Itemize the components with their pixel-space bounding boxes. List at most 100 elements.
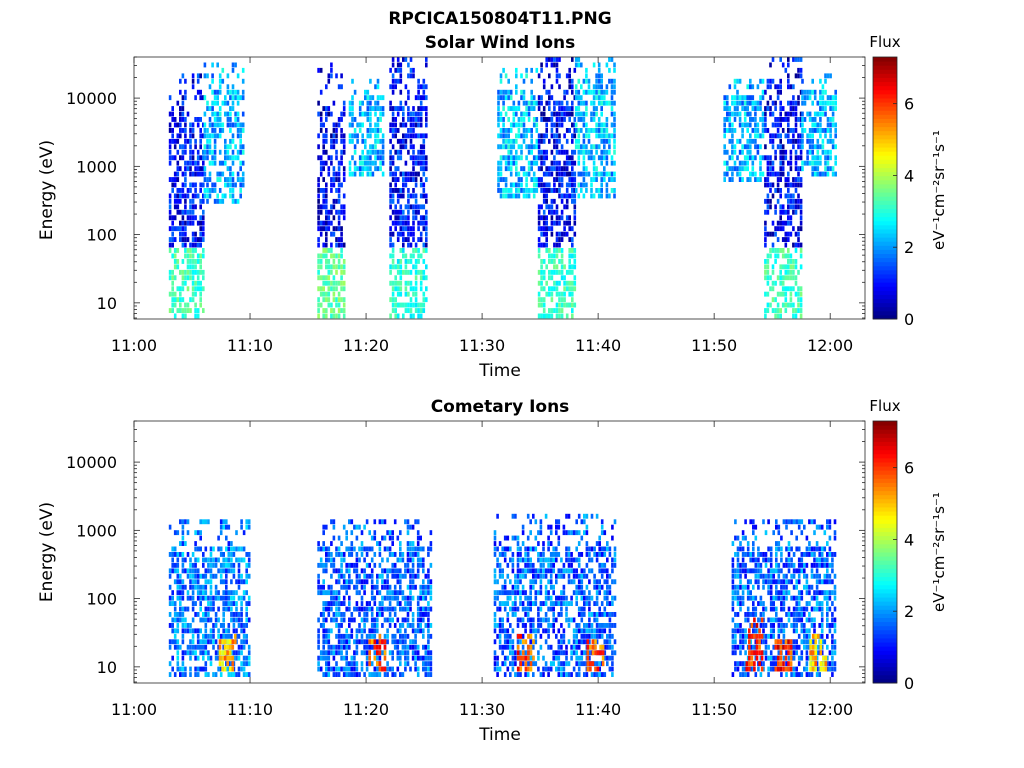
- flux-cell: [416, 617, 420, 623]
- flux-cell: [411, 617, 415, 623]
- flux-cell: [552, 546, 555, 552]
- flux-cell: [335, 171, 338, 177]
- colorbar-segment: [873, 286, 897, 291]
- flux-cell: [168, 160, 172, 166]
- flux-cell: [506, 617, 510, 623]
- flux-cell: [749, 111, 752, 117]
- flux-cell: [211, 111, 214, 117]
- flux-cell: [726, 117, 729, 122]
- flux-cell: [573, 122, 577, 128]
- flux-cell: [225, 601, 228, 606]
- flux-cell: [799, 215, 803, 221]
- flux-cell: [179, 209, 182, 215]
- flux-cell: [374, 144, 377, 150]
- flux-cell: [350, 530, 354, 536]
- flux-cell: [613, 138, 616, 144]
- flux-cell: [537, 557, 540, 563]
- flux-cell: [422, 166, 426, 172]
- flux-cell: [544, 601, 548, 606]
- flux-cell: [504, 133, 508, 139]
- flux-cell: [186, 160, 190, 166]
- flux-cell: [537, 155, 541, 161]
- flux-cell: [416, 606, 420, 612]
- flux-cell: [368, 661, 371, 667]
- flux-cell: [414, 171, 418, 177]
- flux-cell: [202, 655, 205, 661]
- flux-cell: [414, 122, 418, 128]
- flux-cell: [409, 259, 413, 264]
- flux-cell: [801, 95, 804, 101]
- flux-cell: [173, 248, 177, 253]
- flux-cell: [179, 111, 182, 117]
- flux-cell: [811, 133, 814, 139]
- flux-cell: [429, 562, 433, 568]
- flux-cell: [799, 144, 803, 150]
- flux-cell: [411, 557, 415, 563]
- flux-cell: [565, 606, 568, 612]
- flux-cell: [425, 198, 428, 204]
- flux-cell: [422, 568, 425, 574]
- flux-cell: [211, 62, 214, 68]
- flux-cell: [247, 573, 251, 579]
- flux-cell: [816, 155, 820, 161]
- flux-cell: [419, 144, 423, 150]
- flux-cell: [787, 128, 790, 133]
- flux-cell: [317, 313, 320, 319]
- flux-cell: [565, 617, 568, 623]
- flux-cell: [209, 546, 213, 552]
- flux-cell: [525, 155, 528, 161]
- flux-cell: [345, 639, 348, 645]
- flux-cell: [521, 568, 525, 574]
- flux-cell: [391, 144, 395, 150]
- flux-cell: [240, 606, 243, 612]
- flux-cell: [509, 650, 512, 656]
- flux-cell: [176, 628, 180, 634]
- flux-cell: [212, 601, 215, 606]
- flux-cell: [749, 144, 752, 150]
- flux-cell: [389, 264, 392, 270]
- flux-cell: [212, 606, 215, 612]
- flux-cell: [194, 557, 197, 563]
- flux-cell: [327, 601, 331, 606]
- flux-cell: [553, 182, 556, 188]
- flux-cell: [231, 644, 235, 650]
- flux-cell: [327, 215, 331, 221]
- flux-cell: [779, 84, 782, 90]
- flux-cell: [511, 601, 515, 606]
- flux-cell: [342, 672, 346, 677]
- flux-cell: [388, 601, 392, 606]
- flux-cell: [406, 661, 410, 667]
- flux-cell: [319, 204, 323, 210]
- flux-cell: [808, 144, 812, 150]
- colorbar-segment: [873, 237, 897, 242]
- flux-cell: [184, 204, 187, 210]
- flux-cell: [422, 275, 426, 281]
- flux-cell: [507, 117, 510, 122]
- flux-cell: [231, 95, 235, 101]
- flux-cell: [781, 144, 785, 150]
- flux-cell: [532, 546, 535, 552]
- flux-cell: [179, 220, 182, 226]
- flux-cell: [196, 117, 200, 122]
- flux-cell: [226, 182, 230, 188]
- flux-cell: [327, 111, 331, 117]
- flux-cell: [322, 601, 325, 606]
- flux-cell: [194, 302, 197, 308]
- flux-cell: [317, 204, 320, 210]
- flux-cell: [754, 144, 757, 150]
- flux-cell: [322, 650, 325, 656]
- flux-cell: [168, 584, 172, 590]
- flux-cell: [416, 562, 420, 568]
- flux-cell: [610, 171, 614, 177]
- flux-cell: [173, 253, 177, 259]
- flux-cell: [545, 171, 548, 177]
- flux-cell: [509, 639, 512, 645]
- flux-cell: [337, 297, 341, 303]
- flux-cell: [176, 562, 180, 568]
- flux-cell: [540, 297, 543, 303]
- flux-cell: [558, 117, 561, 122]
- flux-cell: [337, 280, 341, 286]
- flux-cell: [507, 193, 510, 199]
- flux-cell: [771, 138, 775, 144]
- flux-cell: [226, 177, 230, 182]
